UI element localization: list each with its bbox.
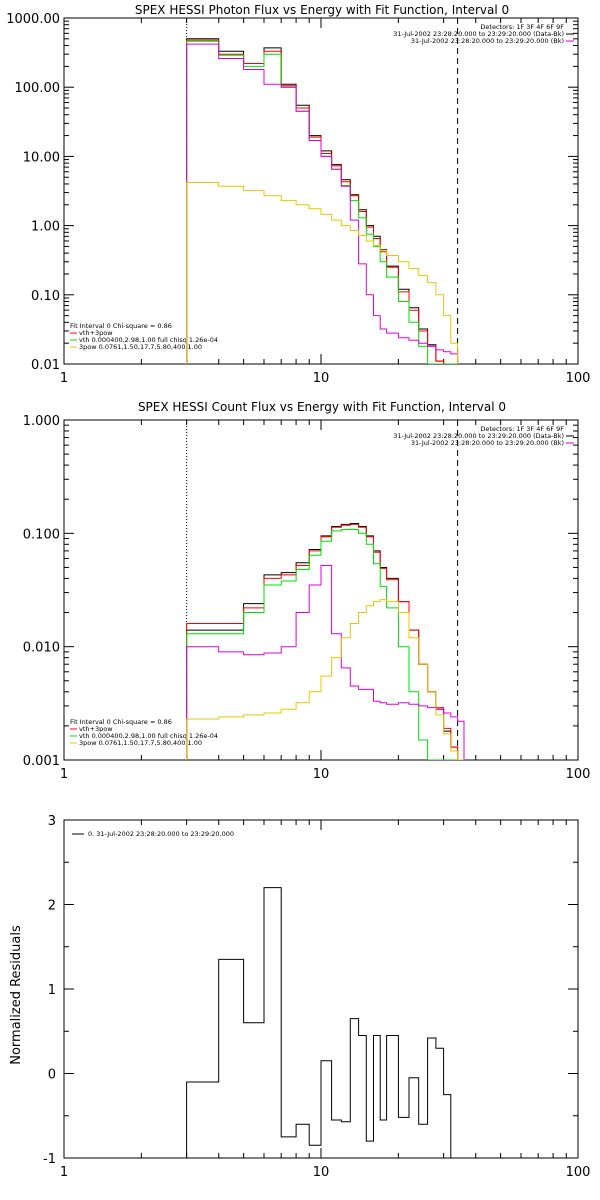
info-line: 31-Jul-2002 23:28:20.000 to 23:29:20.000…: [393, 432, 564, 440]
series-group: [186, 38, 459, 364]
x-tick-label: 1: [60, 1165, 68, 1180]
x-tick-label: 10: [313, 1165, 330, 1180]
series-line-2: [186, 529, 465, 760]
info-line: Detectors: 1F 3F 4F 6F 9F: [480, 425, 564, 433]
y-tick-label: 2: [48, 899, 56, 914]
x-tick-label: 100: [566, 371, 591, 386]
info-line: 31-Jul-2002 23:28:20.000 to 23:29:20.000…: [393, 30, 564, 38]
series-group: [186, 887, 459, 1158]
chart-title: SPEX HESSI Photon Flux vs Energy with Fi…: [135, 3, 509, 17]
photon-flux-panel: SPEX HESSI Photon Flux vs Energy with Fi…: [6, 3, 590, 386]
series-line-2: [186, 40, 459, 364]
series-group: [186, 523, 465, 760]
y-tick-label: 0.100: [23, 527, 60, 542]
y-tick-label: 3: [48, 814, 56, 829]
y-tick-label: 0.001: [23, 754, 60, 769]
legend-entry: Fit Interval 0 Chi-square = 0.86: [70, 322, 172, 330]
fit-legend: Fit Interval 0 Chi-square = 0.86vth+3pow…: [70, 322, 218, 351]
series-line-0: [186, 887, 459, 1158]
legend-entry: 3pow 0.0761,1.50,17.7,5.80,400,1.00: [79, 343, 202, 351]
info-line: 31-Jul-2002 23:28:20.000 to 23:29:20.000…: [411, 439, 564, 447]
y-tick-label: 0.10: [31, 289, 60, 304]
y-tick-label: 1.000: [23, 414, 60, 429]
y-tick-label: 0.01: [31, 358, 60, 373]
x-tick-label: 10: [313, 767, 330, 782]
legend-entry: vth 0.000400,2.98,1.00 full chisq 1.26e-…: [79, 732, 218, 740]
y-tick-label: 0: [48, 1068, 56, 1083]
fit-legend: Fit Interval 0 Chi-square = 0.86vth+3pow…: [70, 718, 218, 747]
residuals-panel: Normalized Residuals 0. 31-Jul-2002 23:2…: [9, 814, 590, 1180]
series-line-4: [186, 182, 459, 364]
x-tick-label: 1: [60, 767, 68, 782]
y-tick-label: 100.00: [15, 81, 61, 96]
legend-entry: 3pow 0.0761,1.50,17.7,5.80,400,1.00: [79, 739, 202, 747]
legend-entry: 0. 31-Jul-2002 23:28:20.000 to 23:29:20.…: [88, 830, 234, 838]
y-tick-label: 1.00: [31, 220, 60, 235]
legend-entry: vth+3pow: [79, 725, 113, 733]
y-tick-label: -1: [43, 1152, 56, 1167]
info-line: 31-Jul-2002 23:28:20.000 to 23:29:20.000…: [411, 37, 564, 45]
chart-title: SPEX HESSI Count Flux vs Energy with Fit…: [138, 400, 506, 414]
legend-entry: vth 0.000400,2.98,1.00 full chisq 1.26e-…: [79, 336, 218, 344]
y-tick-label: 1000.00: [6, 12, 60, 27]
y-tick-label: 10.00: [23, 150, 60, 165]
y-tick-label: 0.010: [23, 641, 60, 656]
x-tick-label: 100: [566, 767, 591, 782]
legend-entry: vth+3pow: [79, 329, 113, 337]
x-tick-label: 100: [566, 1165, 591, 1180]
y-tick-label: 1: [48, 983, 56, 998]
info-line: Detectors: 1F 3F 4F 6F 9F: [480, 23, 564, 31]
y-axis-label: Normalized Residuals: [9, 925, 24, 1065]
series-line-4: [186, 599, 465, 760]
x-tick-label: 1: [60, 371, 68, 386]
x-tick-label: 10: [313, 371, 330, 386]
count-flux-panel: SPEX HESSI Count Flux vs Energy with Fit…: [23, 400, 591, 782]
residual-legend: 0. 31-Jul-2002 23:28:20.000 to 23:29:20.…: [72, 830, 234, 838]
legend-entry: Fit Interval 0 Chi-square = 0.86: [70, 718, 172, 726]
series-line-3: [186, 43, 459, 364]
